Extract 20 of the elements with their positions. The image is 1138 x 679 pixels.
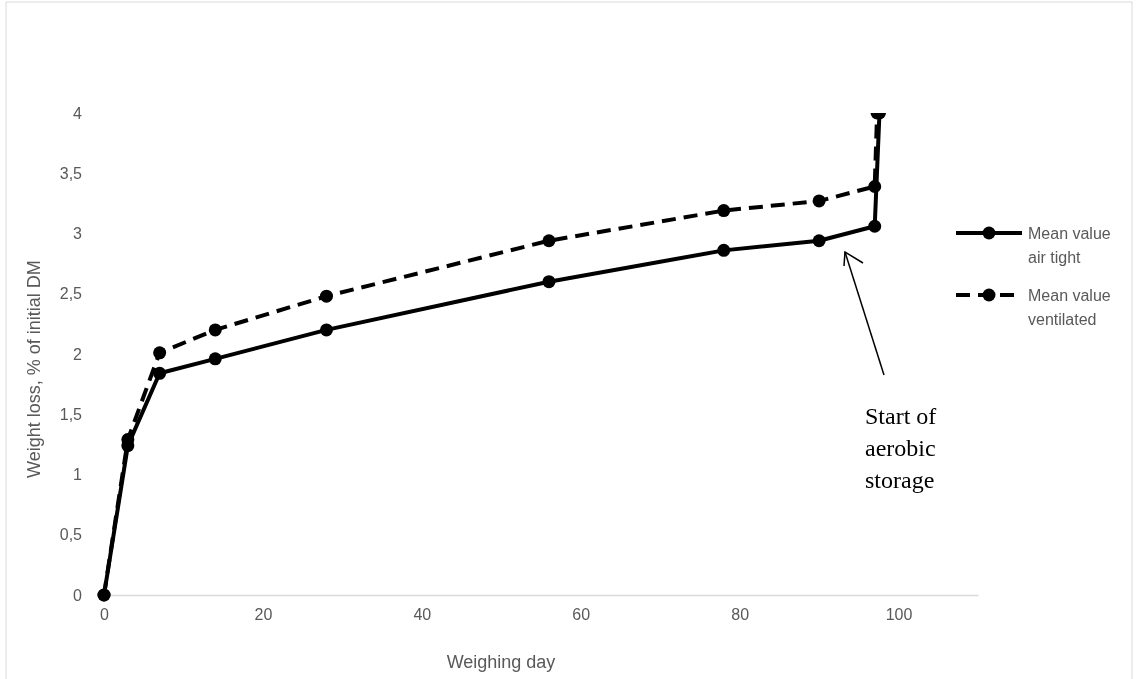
y-tick-label: 3	[73, 225, 83, 243]
y-tick-label: 2	[73, 345, 83, 363]
y-tick-label: 4	[73, 104, 83, 122]
legend-label: Mean value air tight	[1028, 225, 1111, 266]
y-tick-label: 0	[73, 586, 83, 604]
x-axis-title: Weighing day	[446, 652, 556, 672]
x-tick-label: 60	[572, 606, 591, 624]
y-tick-label: 0,5	[59, 526, 83, 544]
y-tick-label: 2,5	[59, 285, 83, 303]
y-tick-label: 1	[73, 466, 83, 484]
x-tick-label: 100	[885, 606, 913, 624]
x-tick-label: 40	[413, 606, 432, 624]
legend-label: Mean value ventilated	[1028, 287, 1111, 328]
y-tick-label: 3,5	[59, 164, 83, 182]
y-tick-label: 1,5	[59, 405, 83, 423]
annotation: Start of aerobic storage	[865, 403, 937, 493]
x-tick-label: 20	[254, 606, 273, 624]
x-tick-label: 80	[731, 606, 750, 624]
y-axis-title: Weight loss, % of initial DM	[24, 260, 44, 478]
x-tick-label: 0	[100, 606, 110, 624]
